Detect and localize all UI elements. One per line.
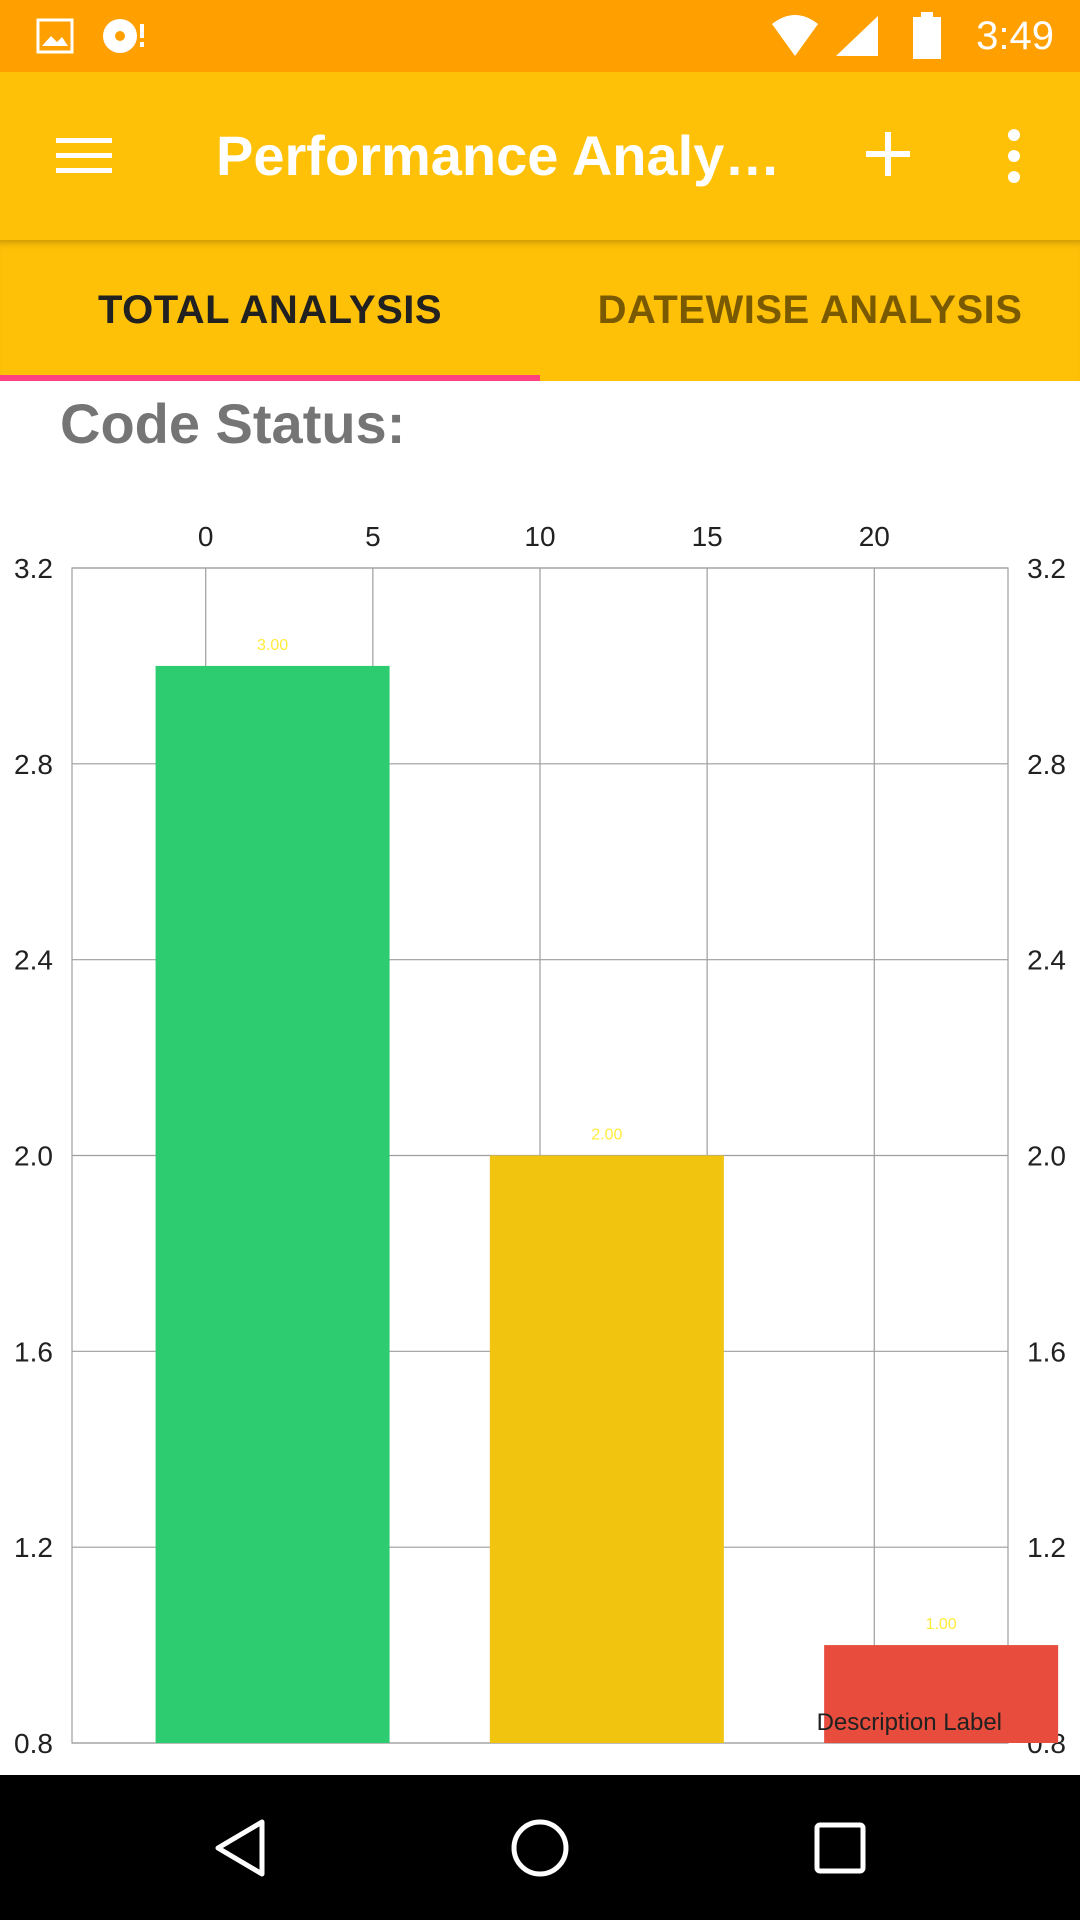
signal-icon [836, 16, 878, 56]
y-tick-label-right: 2.8 [1027, 749, 1066, 780]
tab-bar: TOTAL ANALYSIS DATEWISE ANALYSIS [0, 240, 1080, 381]
tab-indicator [0, 375, 540, 381]
y-tick-label-left: 2.0 [14, 1141, 53, 1172]
bar-value-label: 3.00 [257, 637, 288, 654]
status-time: 3:49 [976, 14, 1054, 58]
x-tick-label: 0 [198, 521, 214, 552]
menu-icon[interactable] [56, 132, 112, 180]
status-bar: 3:49 [0, 0, 1080, 72]
y-tick-label-left: 1.2 [14, 1532, 53, 1563]
y-tick-label-right: 1.2 [1027, 1532, 1066, 1563]
bar [155, 665, 390, 1743]
battery-icon [913, 12, 941, 59]
x-tick-label: 10 [524, 521, 555, 552]
sync-disc-icon [103, 19, 144, 53]
x-tick-label: 5 [365, 521, 381, 552]
navigation-bar [0, 1775, 1080, 1920]
bar-value-label: 1.00 [926, 1616, 957, 1633]
bar-chart[interactable]: 0.8 0.81.2 1.21.6 1.62.0 2.02.4 2.42.8 2.83.2 3… [0, 500, 1080, 1770]
app-bar: Performance Analy… [0, 72, 1080, 240]
home-icon [511, 1819, 569, 1876]
x-tick-label: 20 [859, 521, 890, 552]
x-tick-label: 15 [692, 521, 723, 552]
add-icon[interactable] [864, 130, 912, 178]
back-icon [215, 1819, 265, 1876]
tab-datewise-analysis[interactable]: DATEWISE ANALYSIS [597, 288, 1023, 332]
app-title: Performance Analy… [216, 124, 781, 187]
image-icon [36, 18, 74, 54]
y-tick-label-left: 2.4 [14, 945, 53, 976]
home-button[interactable] [440, 1775, 640, 1920]
section-title: Code Status: [60, 392, 406, 455]
tab-total-analysis[interactable]: TOTAL ANALYSIS [97, 288, 443, 332]
more-vert-icon[interactable] [1000, 128, 1028, 184]
bar [824, 1645, 1059, 1743]
chart-description-label: Description Label [817, 1709, 1002, 1736]
y-tick-label-left: 2.8 [14, 749, 53, 780]
y-tick-label-right: 3.2 [1027, 553, 1066, 584]
y-tick-label-right: 2.0 [1027, 1141, 1066, 1172]
y-tick-label-left: 1.6 [14, 1336, 53, 1367]
y-tick-label-right: 2.4 [1027, 945, 1066, 976]
wifi-icon [772, 15, 818, 56]
y-tick-label-left: 0.8 [14, 1728, 53, 1759]
y-tick-label-right: 1.6 [1027, 1336, 1066, 1367]
back-button[interactable] [140, 1775, 340, 1920]
bar-value-label: 2.00 [591, 1127, 622, 1144]
y-tick-label-left: 3.2 [14, 553, 53, 584]
recents-button[interactable] [740, 1775, 940, 1920]
bar [489, 1155, 724, 1743]
recents-icon [814, 1822, 866, 1873]
